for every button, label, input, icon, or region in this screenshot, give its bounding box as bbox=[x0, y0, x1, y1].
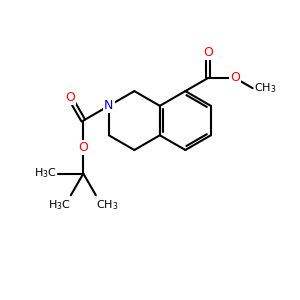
Text: O: O bbox=[203, 46, 213, 59]
Text: H$_3$C: H$_3$C bbox=[34, 167, 57, 181]
Text: N: N bbox=[104, 99, 113, 112]
Text: CH$_3$: CH$_3$ bbox=[96, 198, 118, 212]
Text: H$_3$C: H$_3$C bbox=[48, 198, 71, 212]
Text: CH$_3$: CH$_3$ bbox=[254, 81, 277, 95]
Text: O: O bbox=[230, 71, 240, 84]
Text: O: O bbox=[78, 141, 88, 154]
Text: O: O bbox=[65, 91, 75, 104]
